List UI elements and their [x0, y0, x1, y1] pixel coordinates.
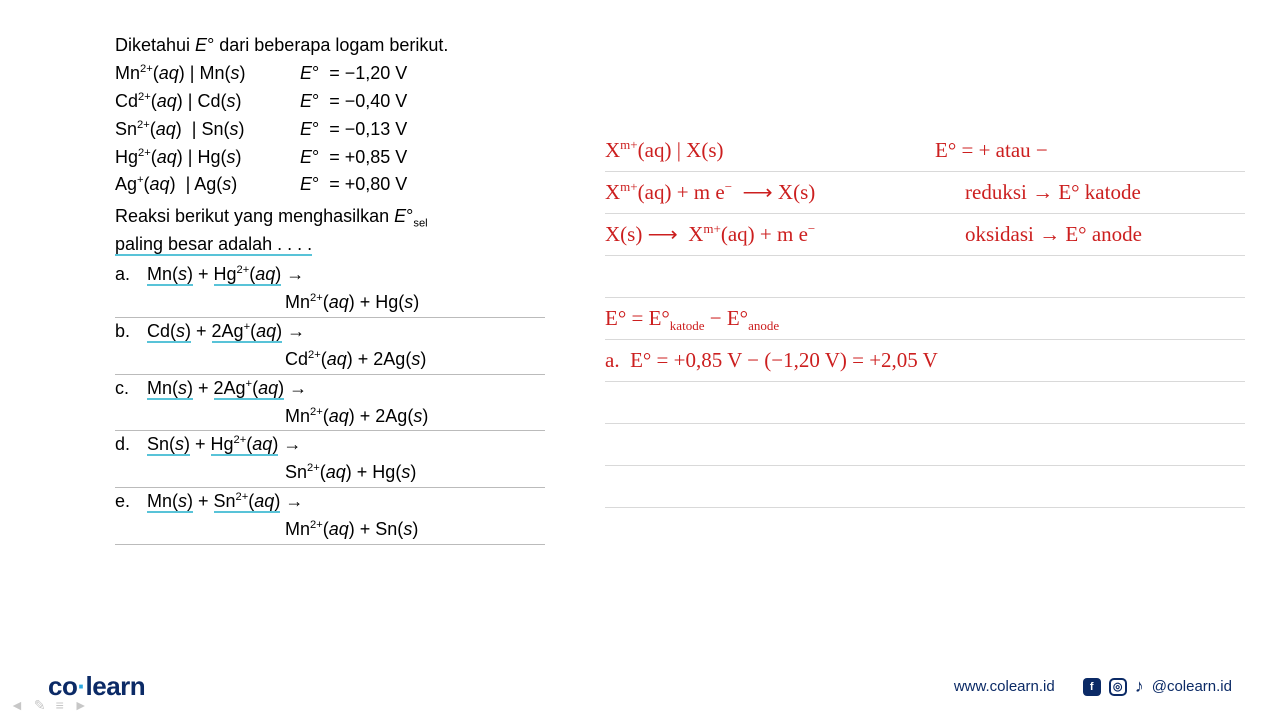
work-line-5: E° = E°katode − E°anode — [605, 298, 1245, 340]
potential-value: E° = +0,85 V — [300, 144, 545, 172]
option: d.Sn(s) + Hg2+(aq) →Sn2+(aq) + Hg(s) — [115, 431, 545, 488]
option: c.Mn(s) + 2Ag+(aq) →Mn2+(aq) + 2Ag(s) — [115, 375, 545, 432]
option-equation-line2: Mn2+(aq) + Sn(s) — [115, 516, 545, 545]
facebook-icon: f — [1083, 678, 1101, 696]
option: e.Mn(s) + Sn2+(aq) →Mn2+(aq) + Sn(s) — [115, 488, 545, 545]
potential-value: E° = −0,40 V — [300, 88, 545, 116]
underlined-species: Mn(s) — [147, 265, 193, 286]
underlined-species: Hg2+(aq) — [214, 265, 282, 286]
option-equation-line1: Mn(s) + Sn2+(aq) → — [147, 488, 545, 516]
footer-bar: co·learn www.colearn.id f ◎ ♪ @colearn.i… — [0, 671, 1280, 702]
potential-value: E° = −0,13 V — [300, 116, 545, 144]
instagram-icon: ◎ — [1109, 678, 1127, 696]
underlined-species: 2Ag+(aq) — [214, 379, 285, 400]
question-line-1: Reaksi berikut yang menghasilkan E°sel — [115, 203, 545, 231]
option-letter: c. — [115, 375, 147, 403]
list-icon[interactable]: ≡ — [56, 697, 64, 714]
logo-part-learn: learn — [86, 671, 146, 701]
work-line-2a: Xm+(aq) + m e− ⟶ X(s) — [605, 180, 965, 205]
potential-table: Mn2+(aq) | Mn(s)E° = −1,20 VCd2+(aq) | C… — [115, 60, 545, 199]
work-line-1a: Xm+(aq) | X(s) — [605, 138, 935, 163]
work-line-3b: oksidasi → E° anode — [965, 222, 1245, 247]
potential-row: Sn2+(aq) | Sn(s)E° = −0,13 V — [115, 116, 545, 144]
half-cell: Sn2+(aq) | Sn(s) — [115, 116, 300, 144]
underlined-species: Sn2+(aq) — [214, 492, 281, 513]
work-blank-4 — [605, 466, 1245, 508]
back-icon[interactable]: ◄ — [10, 697, 24, 714]
social-block: f ◎ ♪ @colearn.id — [1083, 676, 1232, 697]
half-cell: Cd2+(aq) | Cd(s) — [115, 88, 300, 116]
work-line-6: a. E° = +0,85 V − (−1,20 V) = +2,05 V — [605, 340, 1245, 382]
underlined-species: Mn(s) — [147, 379, 193, 400]
underlined-species: Mn(s) — [147, 492, 193, 513]
potential-row: Ag+(aq) | Ag(s)E° = +0,80 V — [115, 171, 545, 199]
underlined-phrase: paling besar adalah . . . . — [115, 235, 312, 256]
intro-text: Diketahui E° dari beberapa logam berikut… — [115, 32, 545, 60]
work-blank-3 — [605, 424, 1245, 466]
half-cell: Ag+(aq) | Ag(s) — [115, 171, 300, 199]
option-equation-line1: Mn(s) + Hg2+(aq) → — [147, 261, 545, 289]
forward-icon[interactable]: ► — [74, 697, 88, 714]
work-line-3: X(s) ⟶ Xm+(aq) + m e− oksidasi → E° anod… — [605, 214, 1245, 256]
work-line-2b: reduksi → E° katode — [965, 180, 1245, 205]
underlined-species: Sn(s) — [147, 435, 190, 456]
tiktok-icon: ♪ — [1135, 676, 1144, 697]
option: b.Cd(s) + 2Ag+(aq) →Cd2+(aq) + 2Ag(s) — [115, 318, 545, 375]
option-equation-line1: Mn(s) + 2Ag+(aq) → — [147, 375, 545, 403]
underlined-species: Cd(s) — [147, 322, 191, 343]
work-formula: E° = E°katode − E°anode — [605, 306, 779, 331]
question-column: Diketahui E° dari beberapa logam berikut… — [115, 32, 545, 545]
potential-value: E° = −1,20 V — [300, 60, 545, 88]
potential-value: E° = +0,80 V — [300, 171, 545, 199]
underlined-species: Hg2+(aq) — [211, 435, 279, 456]
option-letter: e. — [115, 488, 147, 516]
option-equation-line1: Sn(s) + Hg2+(aq) → — [147, 431, 545, 459]
half-cell: Hg2+(aq) | Hg(s) — [115, 144, 300, 172]
half-cell: Mn2+(aq) | Mn(s) — [115, 60, 300, 88]
potential-row: Hg2+(aq) | Hg(s)E° = +0,85 V — [115, 144, 545, 172]
option-equation-line2: Cd2+(aq) + 2Ag(s) — [115, 346, 545, 375]
option-letter: d. — [115, 431, 147, 459]
option-equation-line1: Cd(s) + 2Ag+(aq) → — [147, 318, 545, 346]
work-blank-2 — [605, 382, 1245, 424]
work-answer-a: a. E° = +0,85 V − (−1,20 V) = +2,05 V — [605, 348, 938, 373]
working-column: Xm+(aq) | X(s) E° = + atau − Xm+(aq) + m… — [605, 130, 1245, 508]
underlined-species: 2Ag+(aq) — [212, 322, 283, 343]
option: a.Mn(s) + Hg2+(aq) →Mn2+(aq) + Hg(s) — [115, 261, 545, 318]
option-equation-line2: Mn2+(aq) + Hg(s) — [115, 289, 545, 318]
toolbar-icons: ◄ ✎ ≡ ► — [10, 697, 88, 714]
option-equation-line2: Sn2+(aq) + Hg(s) — [115, 459, 545, 488]
work-line-3a: X(s) ⟶ Xm+(aq) + m e− — [605, 222, 965, 247]
work-line-2: Xm+(aq) + m e− ⟶ X(s) reduksi → E° katod… — [605, 172, 1245, 214]
answer-options: a.Mn(s) + Hg2+(aq) →Mn2+(aq) + Hg(s)b.Cd… — [115, 261, 545, 545]
work-line-1: Xm+(aq) | X(s) E° = + atau − — [605, 130, 1245, 172]
option-letter: b. — [115, 318, 147, 346]
work-line-1b: E° = + atau − — [935, 138, 1245, 163]
option-equation-line2: Mn2+(aq) + 2Ag(s) — [115, 403, 545, 432]
edit-icon[interactable]: ✎ — [34, 697, 46, 714]
question-line-2: paling besar adalah . . . . — [115, 231, 545, 259]
potential-row: Mn2+(aq) | Mn(s)E° = −1,20 V — [115, 60, 545, 88]
social-handle: @colearn.id — [1152, 678, 1232, 695]
option-letter: a. — [115, 261, 147, 289]
potential-row: Cd2+(aq) | Cd(s)E° = −0,40 V — [115, 88, 545, 116]
work-blank-1 — [605, 256, 1245, 298]
footer-url: www.colearn.id — [954, 678, 1055, 695]
